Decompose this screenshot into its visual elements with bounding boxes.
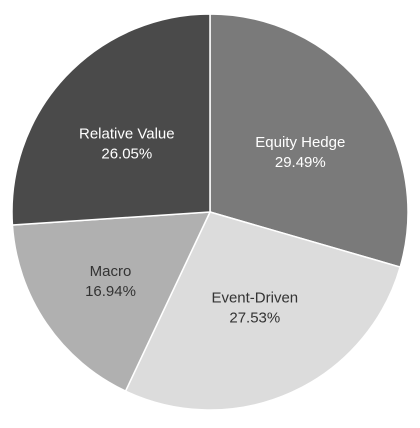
slice-value-label: 29.49% <box>275 154 326 171</box>
pie-slice-equity-hedge <box>209 13 409 269</box>
pie-slice-relative-value <box>11 13 211 226</box>
slice-value-label: 16.94% <box>85 283 136 300</box>
slice-label: Equity Hedge <box>255 134 345 151</box>
pie-labels: Equity Hedge 29.49% Event-Driven 27.53% Macr… <box>79 126 345 327</box>
pie-slices <box>11 13 409 411</box>
slice-value-label: 27.53% <box>229 309 280 326</box>
slice-label: Event-Driven <box>211 289 298 306</box>
slice-label: Relative Value <box>79 126 175 143</box>
pie-slice-event-driven <box>124 211 402 411</box>
slice-value-label: 26.05% <box>101 146 152 163</box>
pie-slice-macro <box>11 211 212 393</box>
slice-label: Macro <box>90 263 132 280</box>
